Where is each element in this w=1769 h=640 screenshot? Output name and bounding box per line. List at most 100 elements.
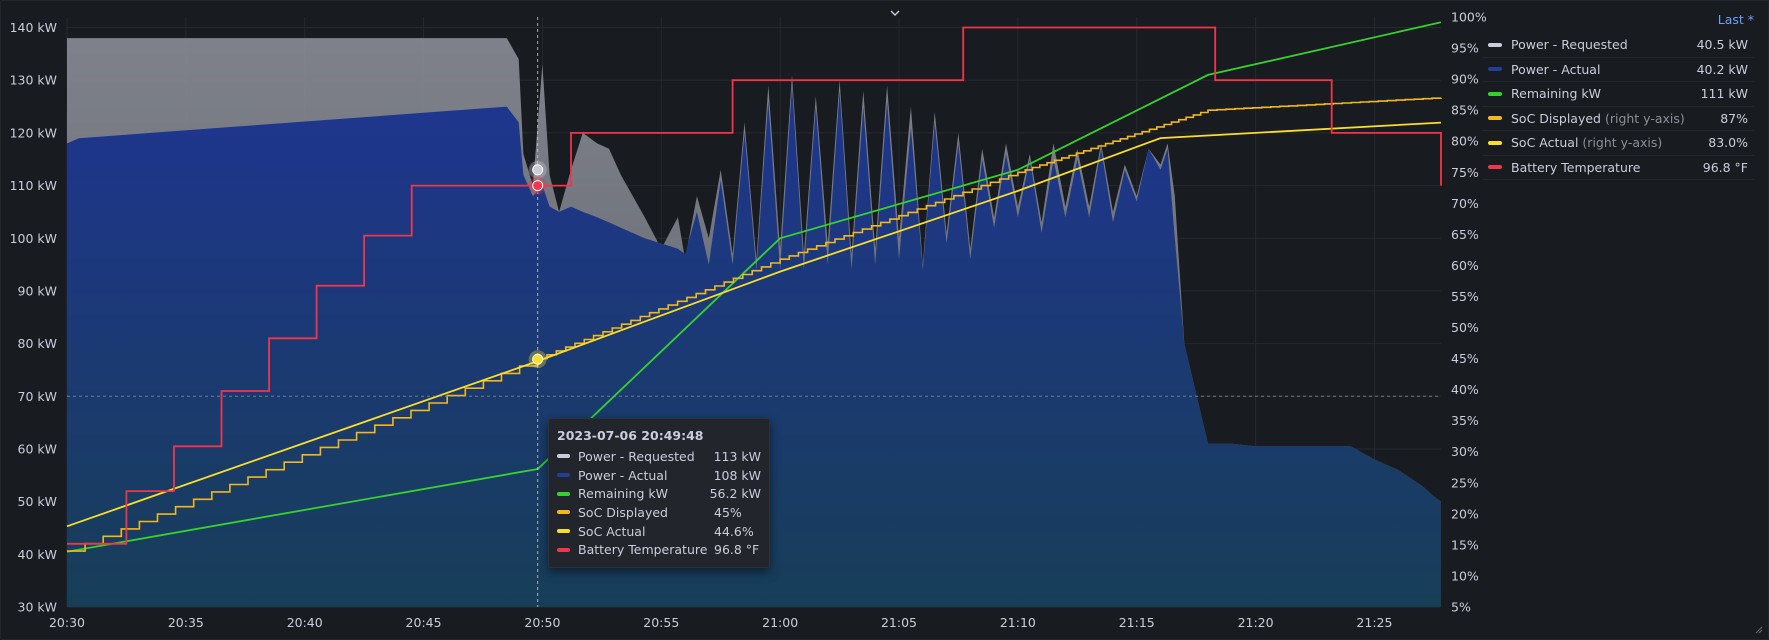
x-tick-label: 20:40 [287, 615, 323, 630]
tooltip-color-swatch [557, 510, 570, 515]
legend-color-swatch [1488, 116, 1502, 121]
y-right-tick-label: 50% [1451, 320, 1479, 335]
tooltip-row-value: 56.2 kW [709, 486, 761, 502]
hover-marker-battery-temperature [532, 180, 544, 192]
tooltip-row: Battery Temperature 96.8 °F [549, 540, 769, 559]
legend-item-name: Remaining kW [1511, 86, 1601, 102]
x-tick-label: 21:15 [1119, 615, 1155, 630]
x-tick-label: 21:05 [881, 615, 917, 630]
x-tick-label: 20:45 [406, 615, 442, 630]
legend-sort-header[interactable]: Last * [1717, 12, 1754, 27]
y-right-tick-label: 80% [1451, 134, 1479, 149]
y-left-tick-label: 30 kW [18, 600, 57, 615]
series-battery-temperature-line [67, 26, 1442, 545]
series-power-actual-area [67, 85, 1441, 607]
y-left-tick-label: 70 kW [18, 389, 57, 404]
legend-item[interactable]: Battery Temperature 96.8 °F [1482, 156, 1754, 180]
x-tick-label: 20:30 [49, 615, 85, 630]
tooltip-row: Remaining kW 56.2 kW [549, 484, 769, 503]
area-series [67, 38, 1441, 608]
tooltip-row: Power - Actual 108 kW [549, 466, 769, 485]
y-right-tick-label: 100% [1451, 10, 1487, 25]
y-right-tick-label: 75% [1451, 165, 1479, 180]
y-right-tick-label: 5% [1451, 600, 1471, 615]
tooltip-row-value: 44.6% [714, 523, 754, 539]
y-right-tick-label: 65% [1451, 227, 1479, 242]
series-soc-displayed-line [67, 97, 1442, 552]
legend-item-label: Battery Temperature [1511, 160, 1703, 175]
x-tick-label: 20:55 [643, 615, 679, 630]
legend-item-label: Remaining kW [1511, 86, 1701, 101]
tooltip-row-value: 45% [714, 504, 742, 520]
legend-color-swatch [1488, 140, 1502, 145]
legend-item-label: SoC Actual (right y-axis) [1511, 135, 1708, 150]
y-right-tick-label: 10% [1451, 568, 1479, 583]
y-right-tick-label: 90% [1451, 72, 1479, 87]
legend-color-swatch [1488, 165, 1502, 170]
y-right-tick-label: 20% [1451, 506, 1479, 521]
legend-color-swatch [1488, 67, 1502, 72]
tooltip-color-swatch [557, 473, 570, 478]
line-series [66, 21, 1442, 553]
tooltip-color-swatch [557, 491, 570, 496]
x-tick-label: 21:00 [762, 615, 798, 630]
legend-item[interactable]: SoC Displayed (right y-axis) 87% [1482, 107, 1754, 131]
tooltip-row-value: 108 kW [713, 467, 761, 483]
legend-item-label: Power - Actual [1511, 62, 1697, 77]
tooltip-row: SoC Displayed 45% [549, 503, 769, 522]
legend-item-value: 111 kW [1700, 86, 1748, 102]
legend-item-value: 83.0% [1708, 135, 1748, 151]
tooltip-timestamp: 2023-07-06 20:49:48 [557, 428, 704, 443]
hover-marker-power-requested [532, 164, 544, 176]
legend-item[interactable]: SoC Actual (right y-axis) 83.0% [1482, 131, 1754, 156]
tooltip-row: Power - Requested 113 kW [549, 447, 769, 466]
tooltip-row-value: 96.8 °F [714, 542, 760, 558]
y-right-tick-label: 70% [1451, 196, 1479, 211]
tooltip-row-label: Power - Requested [578, 448, 695, 464]
y-right-tick-label: 30% [1451, 444, 1479, 459]
legend-axis-hint: (right y-axis) [1600, 110, 1685, 126]
legend-item-value: 40.2 kW [1696, 61, 1748, 77]
x-tick-label: 21:25 [1356, 615, 1392, 630]
axes: 30 kW 40 kW 50 kW 60 kW 70 kW 80 kW 90 kW 100 k… [10, 10, 1487, 631]
series-soc-actual-line [66, 121, 1442, 528]
legend-item[interactable]: Remaining kW 111 kW [1482, 82, 1754, 107]
y-right-tick-label: 15% [1451, 537, 1479, 552]
y-left-tick-label: 140 kW [10, 20, 57, 35]
x-tick-label: 21:10 [1000, 615, 1036, 630]
legend-item[interactable]: Power - Actual 40.2 kW [1482, 58, 1754, 82]
y-left-tick-label: 90 kW [18, 283, 57, 298]
series-remaining-kw-line [66, 21, 1442, 553]
chevron-down-icon[interactable] [888, 6, 902, 20]
y-right-tick-label: 85% [1451, 103, 1479, 118]
legend-item-value: 87% [1720, 110, 1748, 126]
y-right-tick-label: 45% [1451, 351, 1479, 366]
hover-tooltip: 2023-07-06 20:49:48 Power - Requested 113… [548, 418, 770, 568]
x-tick-label: 20:35 [168, 615, 204, 630]
y-right-tick-label: 40% [1451, 382, 1479, 397]
legend-color-swatch [1488, 91, 1502, 96]
legend-item-label: SoC Displayed (right y-axis) [1511, 111, 1720, 126]
tooltip-row-value: 113 kW [713, 448, 761, 464]
legend-color-swatch [1488, 42, 1502, 47]
x-tick-label: 20:50 [524, 615, 560, 630]
y-left-tick-label: 80 kW [18, 336, 57, 351]
y-right-tick-label: 95% [1451, 41, 1479, 56]
legend-table: Last * Power - Requested 40.5 kW Power - A… [1482, 10, 1754, 180]
tooltip-row-label: SoC Displayed [578, 504, 668, 520]
legend-item-name: Power - Requested [1511, 37, 1628, 53]
legend-item-value: 40.5 kW [1696, 37, 1748, 53]
x-tick-label: 21:20 [1238, 615, 1274, 630]
y-left-tick-label: 120 kW [10, 125, 57, 140]
y-left-tick-label: 130 kW [10, 73, 57, 88]
y-right-tick-label: 25% [1451, 475, 1479, 490]
y-right-tick-label: 60% [1451, 258, 1479, 273]
legend-item-value: 96.8 °F [1702, 159, 1748, 175]
tooltip-row-label: Power - Actual [578, 467, 668, 483]
y-right-tick-label: 35% [1451, 413, 1479, 428]
legend-item[interactable]: Power - Requested 40.5 kW [1482, 33, 1754, 58]
tooltip-color-swatch [557, 547, 570, 552]
tooltip-row-label: Remaining kW [578, 486, 668, 502]
resize-handle-icon[interactable] [1755, 626, 1763, 634]
